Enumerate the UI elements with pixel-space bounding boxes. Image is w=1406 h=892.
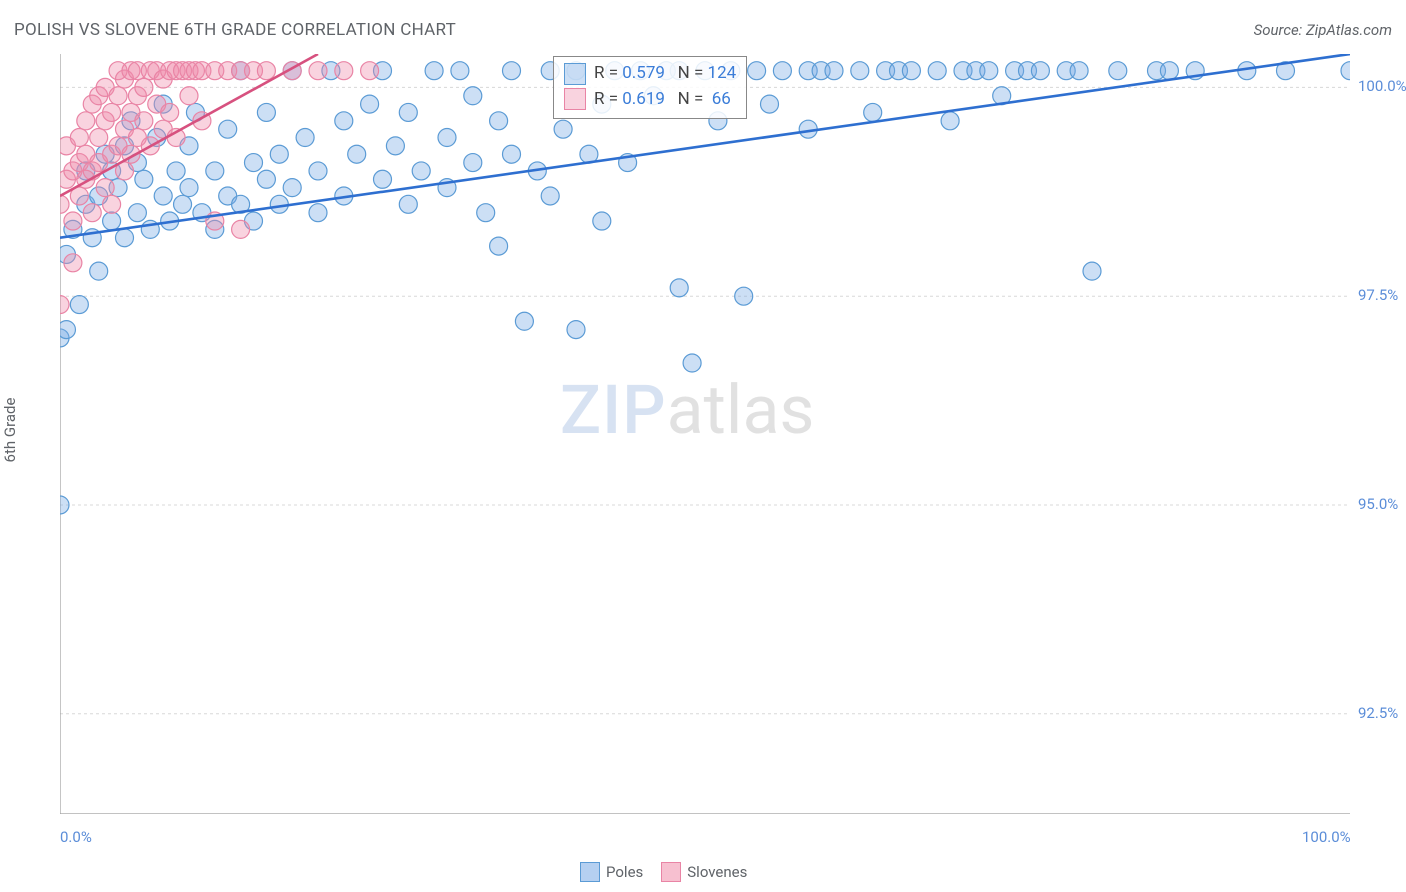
y-tick-label: 92.5%	[1358, 704, 1398, 722]
chart-title: POLISH VS SLOVENE 6TH GRADE CORRELATION …	[14, 20, 456, 40]
x-tick-label: 0.0%	[60, 828, 92, 846]
stats-row: R = 0.619 N = 66	[564, 87, 736, 113]
series-swatch	[564, 88, 586, 110]
legend-item: Poles	[580, 862, 643, 882]
legend: Poles Slovenes	[580, 862, 747, 882]
legend-item: Slovenes	[661, 862, 747, 882]
legend-label: Poles	[606, 863, 643, 881]
source-attribution: Source: ZipAtlas.com	[1254, 21, 1392, 39]
y-tick-label: 97.5%	[1358, 286, 1398, 304]
correlation-stats-box: R = 0.579 N = 124R = 0.619 N = 66	[553, 56, 747, 119]
stats-text: R = 0.619 N = 66	[594, 87, 731, 113]
scatter-plot	[60, 54, 1350, 814]
x-tick-label: 100.0%	[1302, 828, 1351, 846]
y-axis-label: 6th Grade	[1, 398, 19, 463]
legend-swatch	[661, 862, 681, 882]
legend-label: Slovenes	[687, 863, 747, 881]
legend-swatch	[580, 862, 600, 882]
stats-text: R = 0.579 N = 124	[594, 61, 736, 87]
series-swatch	[564, 63, 586, 85]
y-tick-label: 95.0%	[1358, 495, 1398, 513]
stats-row: R = 0.579 N = 124	[564, 61, 736, 87]
y-tick-label: 100.0%	[1358, 77, 1406, 95]
plot-svg	[60, 54, 1350, 814]
